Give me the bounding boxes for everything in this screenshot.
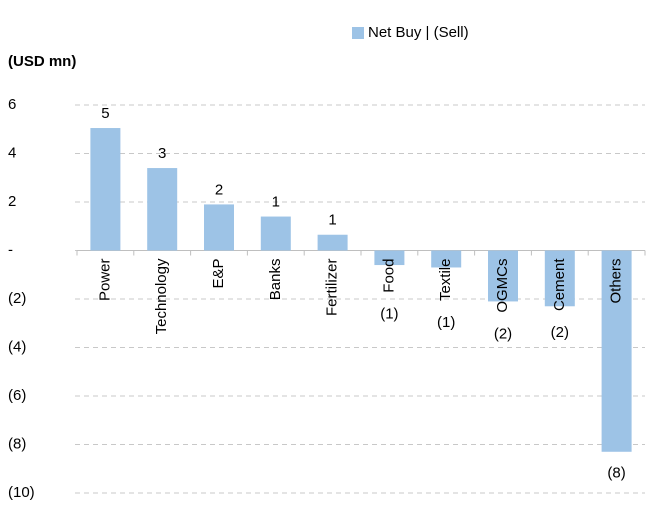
legend-swatch <box>352 27 364 39</box>
value-label: 1 <box>272 194 280 211</box>
value-label: 5 <box>101 105 109 122</box>
value-label: 3 <box>158 145 166 162</box>
bar <box>147 168 178 251</box>
value-label: 2 <box>215 181 223 198</box>
y-tick-label: 6 <box>8 96 16 113</box>
value-label: (8) <box>607 465 625 482</box>
value-label: 1 <box>328 212 336 229</box>
value-label: (2) <box>494 326 512 343</box>
x-tick-label: OGMCs <box>494 259 511 313</box>
y-tick-label: (4) <box>8 338 26 355</box>
x-tick-label: Power <box>96 259 113 302</box>
bar <box>374 250 405 266</box>
y-tick-label: 4 <box>8 144 16 161</box>
y-tick-label: (10) <box>8 484 35 501</box>
bar <box>317 234 348 251</box>
bar <box>601 250 632 452</box>
y-tick-label: - <box>8 241 13 258</box>
x-tick-label: Cement <box>551 258 568 311</box>
x-tick-label: Technology <box>153 258 170 334</box>
x-tick-label: Banks <box>267 259 284 301</box>
bar <box>488 250 518 302</box>
x-tick-label: Food <box>380 259 397 293</box>
bar <box>431 250 462 268</box>
x-tick-label: Fertilizer <box>324 259 341 317</box>
x-tick-label: Others <box>608 259 625 304</box>
legend-label: Net Buy | (Sell) <box>368 24 469 41</box>
y-tick-label: (8) <box>8 435 26 452</box>
x-tick-label: E&P <box>210 259 227 289</box>
value-label: (1) <box>437 314 455 331</box>
value-label: (2) <box>551 324 569 341</box>
y-tick-label: 2 <box>8 193 16 210</box>
bar <box>260 216 291 251</box>
y-tick-label: (2) <box>8 290 26 307</box>
bar <box>90 128 121 251</box>
y-axis-title: (USD mn) <box>8 53 76 70</box>
value-label: (1) <box>380 306 398 323</box>
bar <box>204 204 234 251</box>
bar <box>544 250 575 307</box>
x-tick-label: Textile <box>437 259 454 302</box>
y-tick-label: (6) <box>8 387 26 404</box>
